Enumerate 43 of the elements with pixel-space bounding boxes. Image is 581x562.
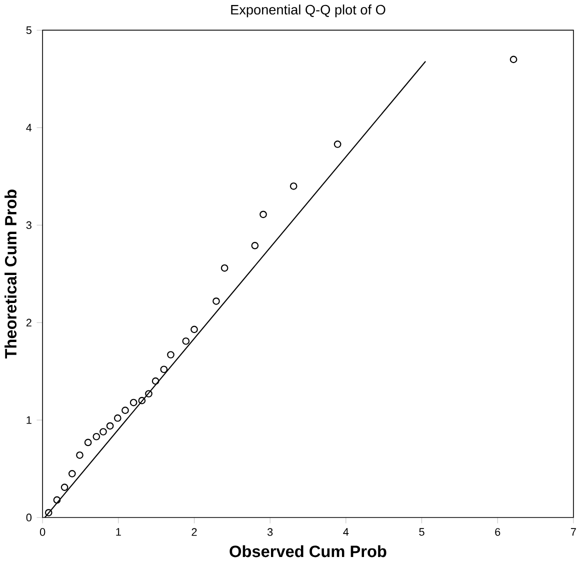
point [92, 433, 100, 440]
x-tick-label: 5 [419, 528, 424, 536]
point [510, 56, 518, 64]
x-axis-title: Observed Cum Prob [230, 545, 386, 558]
point [114, 414, 122, 422]
x-tick-label: 7 [570, 528, 576, 536]
x-tick-label: 0 [40, 528, 46, 536]
point [167, 351, 174, 359]
point [190, 326, 198, 334]
point [44, 509, 52, 516]
point [220, 264, 228, 272]
point [76, 452, 84, 459]
x-tick-label: 4 [343, 528, 349, 536]
point [160, 366, 168, 374]
point [84, 438, 92, 446]
x-tick-label: 2 [192, 528, 197, 536]
point [68, 470, 76, 478]
point [152, 378, 160, 385]
y-tick-label: 5 [26, 26, 32, 34]
point [212, 298, 220, 305]
point [145, 390, 152, 398]
point [53, 496, 61, 504]
y-tick-label: 3 [26, 221, 32, 230]
x-tick-label: 6 [495, 528, 500, 536]
point [106, 422, 114, 430]
point [130, 398, 138, 406]
point [100, 428, 107, 436]
point [182, 338, 190, 345]
y-tick-label: 1 [26, 416, 32, 424]
point [260, 210, 267, 218]
x-tick-label: 1 [116, 528, 121, 536]
y-tick-label: 2 [26, 318, 32, 327]
point [334, 140, 342, 148]
point [138, 397, 146, 404]
chart-title: Exponential Q-Q plot of O [231, 4, 386, 18]
x-tick-label: 3 [267, 528, 273, 536]
y-tick-label: 4 [26, 124, 32, 132]
point [60, 484, 68, 492]
y-tick-label: 0 [26, 514, 32, 522]
point [251, 242, 259, 250]
y-axis-title: Theoretical Cum Prob [4, 190, 17, 359]
point [290, 182, 298, 190]
point [122, 406, 129, 414]
